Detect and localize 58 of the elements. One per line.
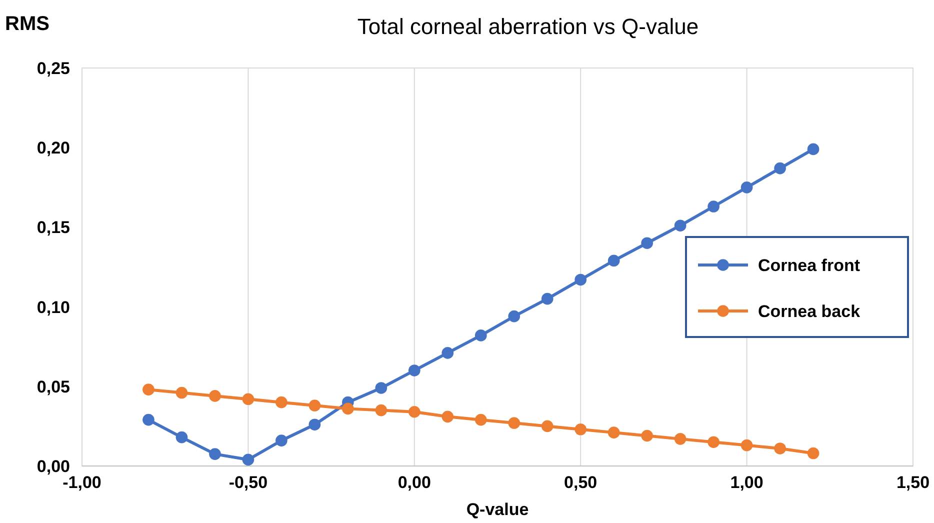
point bbox=[308, 418, 321, 431]
point bbox=[142, 414, 154, 426]
point bbox=[541, 292, 554, 305]
chart-title: Total corneal aberration vs Q-value bbox=[357, 14, 699, 39]
point bbox=[641, 237, 653, 250]
point bbox=[408, 364, 420, 376]
y-tick-label: 0,05 bbox=[36, 377, 70, 396]
x-tick-label: 0,50 bbox=[564, 473, 598, 492]
point bbox=[574, 274, 587, 286]
point bbox=[541, 420, 554, 432]
point bbox=[276, 434, 288, 446]
point bbox=[442, 410, 454, 423]
point bbox=[474, 414, 487, 426]
y-tick-label: 0,10 bbox=[36, 298, 70, 317]
point bbox=[176, 431, 188, 444]
point bbox=[774, 162, 786, 174]
point bbox=[708, 200, 720, 212]
point bbox=[708, 436, 720, 448]
point bbox=[142, 384, 154, 396]
point bbox=[740, 181, 753, 194]
x-tick-label: -0,50 bbox=[228, 473, 268, 492]
legend-label: Cornea front bbox=[758, 256, 860, 275]
point bbox=[674, 220, 686, 232]
y-axis-title: RMS bbox=[5, 13, 50, 35]
point bbox=[375, 382, 388, 394]
point bbox=[641, 430, 653, 442]
x-tick-label: 0,00 bbox=[398, 473, 431, 492]
point bbox=[474, 330, 487, 342]
point bbox=[608, 426, 620, 438]
point bbox=[276, 396, 288, 408]
y-tick-label: 0,00 bbox=[36, 457, 70, 476]
point bbox=[574, 423, 587, 436]
point bbox=[774, 442, 786, 454]
x-tick-label: 1,50 bbox=[896, 473, 930, 492]
legend-label: Cornea back bbox=[758, 302, 861, 321]
point bbox=[375, 404, 388, 416]
point bbox=[242, 454, 254, 466]
point bbox=[807, 447, 820, 460]
point bbox=[508, 310, 520, 322]
x-tick-label: 1,00 bbox=[730, 473, 764, 492]
point bbox=[740, 439, 753, 452]
x-tick-label: -1,00 bbox=[62, 473, 102, 492]
point bbox=[508, 417, 520, 429]
point bbox=[442, 347, 454, 359]
point bbox=[342, 402, 354, 415]
point bbox=[209, 390, 221, 402]
point bbox=[176, 386, 188, 399]
point bbox=[608, 254, 620, 267]
point bbox=[674, 433, 686, 445]
point bbox=[242, 393, 254, 406]
point bbox=[408, 406, 420, 418]
y-tick-label: 0,20 bbox=[36, 138, 70, 158]
y-tick-label: 0,15 bbox=[36, 218, 70, 238]
point bbox=[209, 448, 221, 460]
x-axis-title: Q-value bbox=[466, 500, 529, 519]
point bbox=[308, 400, 321, 412]
point bbox=[807, 143, 820, 156]
y-tick-label: 0,25 bbox=[36, 59, 70, 78]
